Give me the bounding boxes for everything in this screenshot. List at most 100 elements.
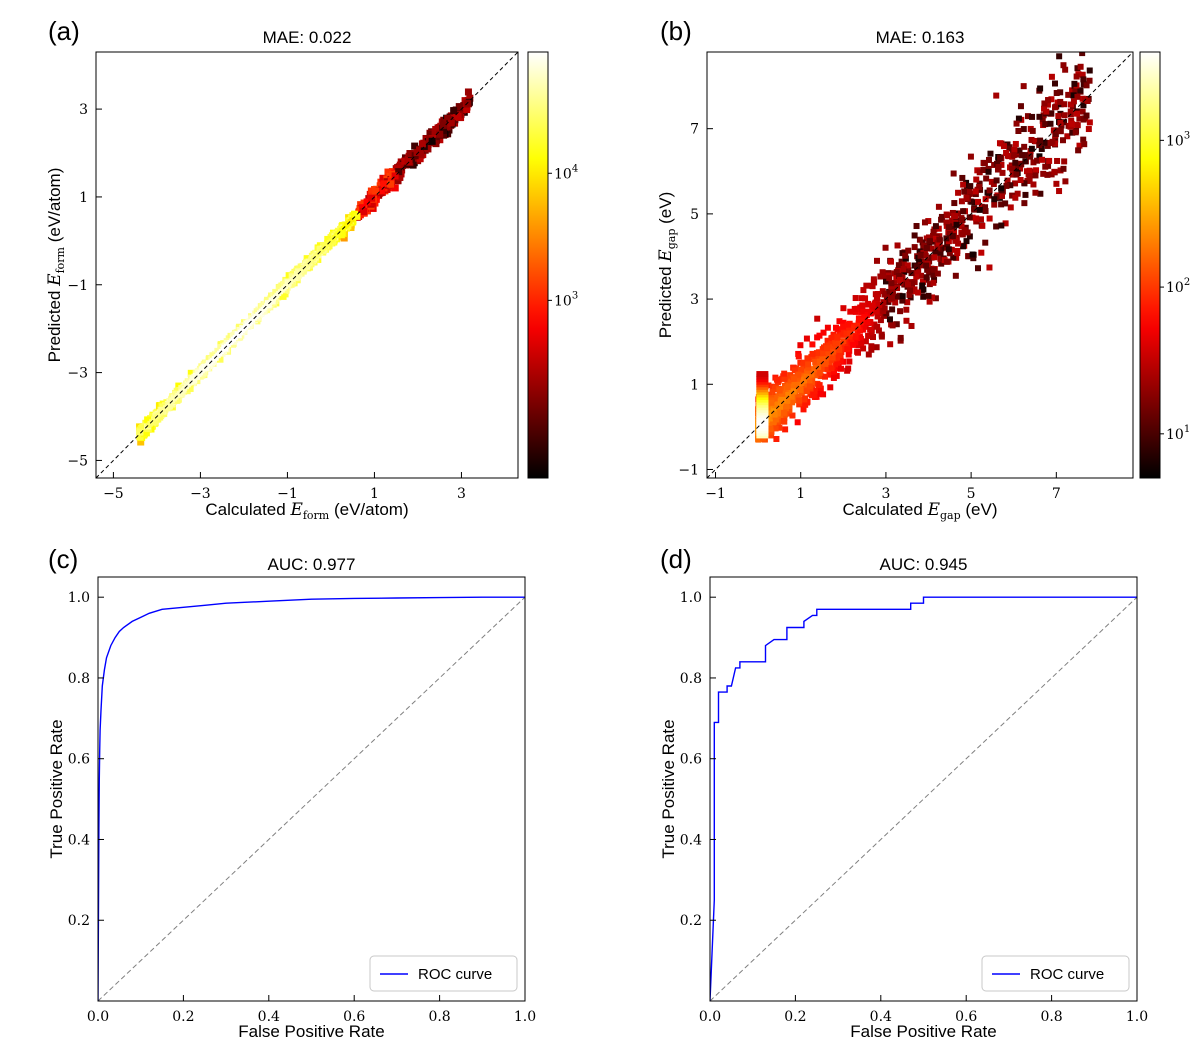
density-cell — [993, 92, 1000, 99]
density-cell — [1064, 133, 1071, 140]
density-cell — [1077, 87, 1084, 94]
density-cell — [926, 269, 933, 276]
density-cell — [911, 286, 918, 293]
legend-label: ROC curve — [418, 966, 492, 983]
density-cell — [862, 323, 869, 330]
y-tick-label: 0.8 — [68, 671, 90, 687]
density-cell — [959, 231, 966, 238]
density-cell — [1052, 80, 1059, 87]
density-cell — [1069, 87, 1076, 94]
density-cell — [804, 368, 811, 375]
density-cell — [1007, 182, 1014, 189]
density-cell — [925, 218, 932, 225]
density-cell — [781, 414, 788, 421]
density-cell — [946, 250, 953, 257]
density-cell — [431, 128, 439, 136]
density-cell — [1023, 168, 1030, 175]
density-cell — [1086, 67, 1093, 74]
density-cell — [1042, 139, 1049, 146]
density-cell — [1061, 119, 1068, 126]
density-cell — [1074, 110, 1081, 117]
density-cell — [173, 396, 181, 404]
density-cell — [820, 329, 827, 336]
colorbar-tick-exp: 3 — [1184, 130, 1190, 141]
density-cell — [822, 360, 829, 367]
density-cell — [930, 271, 937, 278]
x-tick-label: 1.0 — [514, 1009, 536, 1025]
density-cell — [1053, 90, 1060, 97]
density-cell — [919, 278, 926, 285]
density-cell — [1030, 181, 1037, 188]
density-cell — [1017, 165, 1024, 172]
density-cell — [982, 207, 989, 214]
density-cell — [994, 160, 1001, 167]
density-cell — [817, 373, 824, 380]
density-cell — [825, 348, 832, 355]
density-cell — [959, 217, 966, 224]
colorbar-gradient — [527, 51, 549, 479]
density-cell — [789, 383, 796, 390]
density-cell — [836, 318, 843, 325]
density-cell — [963, 238, 970, 245]
density-cell — [851, 325, 858, 332]
x-tick-label: 0.6 — [343, 1009, 365, 1025]
density-cell — [791, 367, 798, 374]
density-cell — [893, 321, 900, 328]
density-cell — [925, 292, 932, 299]
density-cell — [1060, 165, 1067, 172]
density-cell — [1061, 101, 1068, 108]
density-cell — [897, 334, 904, 341]
density-cell — [1076, 142, 1083, 149]
density-cell — [1017, 177, 1024, 184]
density-cell — [980, 167, 987, 174]
y-tick-label: −1 — [678, 462, 699, 478]
panel-label: (b) — [660, 16, 692, 46]
y-axis-label: Predicted Eform (eV/atom) — [45, 168, 67, 363]
density-cell — [1012, 140, 1019, 147]
density-cell — [1017, 103, 1024, 110]
density-cell — [1028, 136, 1035, 143]
plot-frame — [95, 51, 519, 479]
density-cell — [1086, 34, 1092, 40]
density-cell — [1056, 188, 1063, 195]
density-cell — [823, 345, 830, 352]
density-cell — [1044, 171, 1051, 178]
density-cell — [1015, 127, 1022, 134]
density-cell — [1080, 136, 1087, 143]
y-axis-label-sym: E — [656, 249, 676, 263]
density-cell — [998, 185, 1005, 192]
density-cell — [1009, 165, 1016, 172]
density-cell — [906, 291, 913, 298]
density-cell — [279, 292, 287, 300]
density-cell — [796, 379, 803, 386]
density-cell — [864, 308, 871, 315]
density-cell — [803, 399, 810, 406]
x-tick-label: 0.0 — [87, 1009, 109, 1025]
density-cell — [780, 397, 787, 404]
density-cell — [917, 272, 924, 279]
density-cell — [976, 169, 983, 176]
density-cell — [380, 180, 388, 188]
density-cell — [1070, 92, 1077, 99]
density-cell — [816, 369, 823, 376]
density-cell — [1074, 65, 1081, 72]
density-cell — [873, 344, 880, 351]
density-cell — [406, 150, 414, 158]
density-cell — [773, 435, 780, 442]
density-cell — [464, 88, 472, 96]
density-cell — [879, 288, 886, 295]
density-cell — [917, 252, 924, 259]
density-cell — [999, 169, 1006, 176]
colorbar-tick-base: 10 — [554, 166, 572, 182]
x-tick-label: −5 — [103, 486, 124, 502]
density-cell — [937, 249, 944, 256]
density-cell — [837, 357, 844, 364]
density-cell — [1073, 28, 1079, 34]
density-cell — [801, 369, 808, 376]
density-cell — [1065, 91, 1072, 98]
density-cell — [1006, 145, 1013, 152]
density-cell — [387, 176, 395, 184]
x-axis-label: Calculated Egap (eV) — [843, 500, 998, 522]
density-cell — [845, 326, 852, 333]
chart-title: MAE: 0.022 — [263, 28, 352, 47]
